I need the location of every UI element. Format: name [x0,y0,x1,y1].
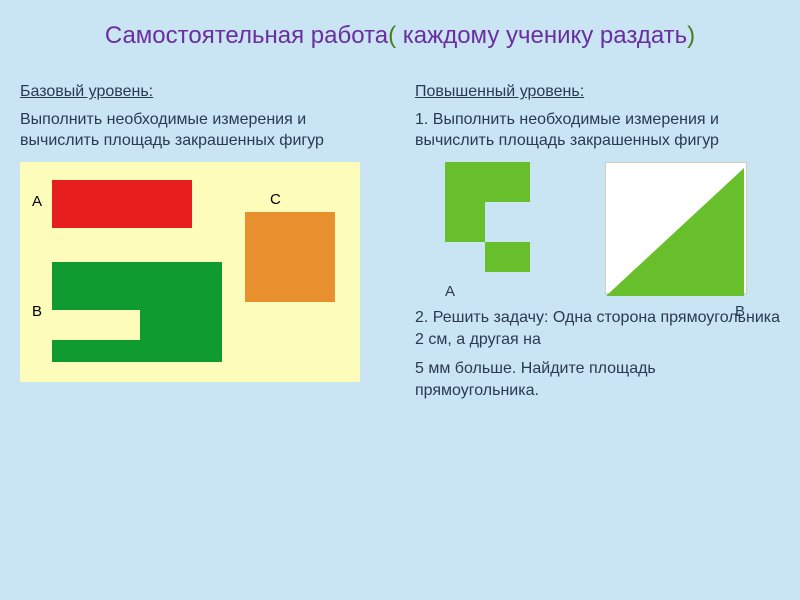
label-fig-b: В [735,302,745,322]
label-fig-a: A [445,282,455,302]
right-task1: 1. Выполнить необходимые измерения и выч… [415,109,780,152]
right-task2a: 2. Решить задачу: Одна сторона прямоугол… [415,307,780,350]
left-diagram: A B C [20,162,360,382]
paren-close: ) [687,22,695,49]
shape-b-notch [52,310,140,340]
figure-a [435,162,565,282]
title-b: каждому ученику раздать [396,22,687,49]
right-diagram-row: A В [435,162,780,297]
right-column: Повышенный уровень: 1. Выполнить необход… [415,81,780,409]
paren-open: ( [388,22,396,49]
title-a: Самостоятельная работа [105,22,388,49]
figure-b [605,162,745,297]
fig-b-triangle [606,168,744,296]
label-c: C [270,190,281,210]
left-column: Базовый уровень: Выполнить необходимые и… [20,81,385,409]
label-b: B [32,302,42,322]
label-a: A [32,192,42,212]
shape-c [245,212,335,302]
fig-a-block2 [445,202,485,242]
fig-a-block3 [485,242,530,272]
shape-a [52,180,192,228]
left-task: Выполнить необходимые измерения и вычисл… [20,109,385,152]
columns: Базовый уровень: Выполнить необходимые и… [10,81,790,409]
page-title: Самостоятельная работа( каждому ученику … [50,20,750,51]
fig-a-block1 [445,162,530,202]
slide: Самостоятельная работа( каждому ученику … [0,0,800,600]
left-level: Базовый уровень: [20,81,385,103]
right-task2b: 5 мм больше. Найдите площадь прямоугольн… [415,358,780,401]
right-level: Повышенный уровень: [415,81,780,103]
